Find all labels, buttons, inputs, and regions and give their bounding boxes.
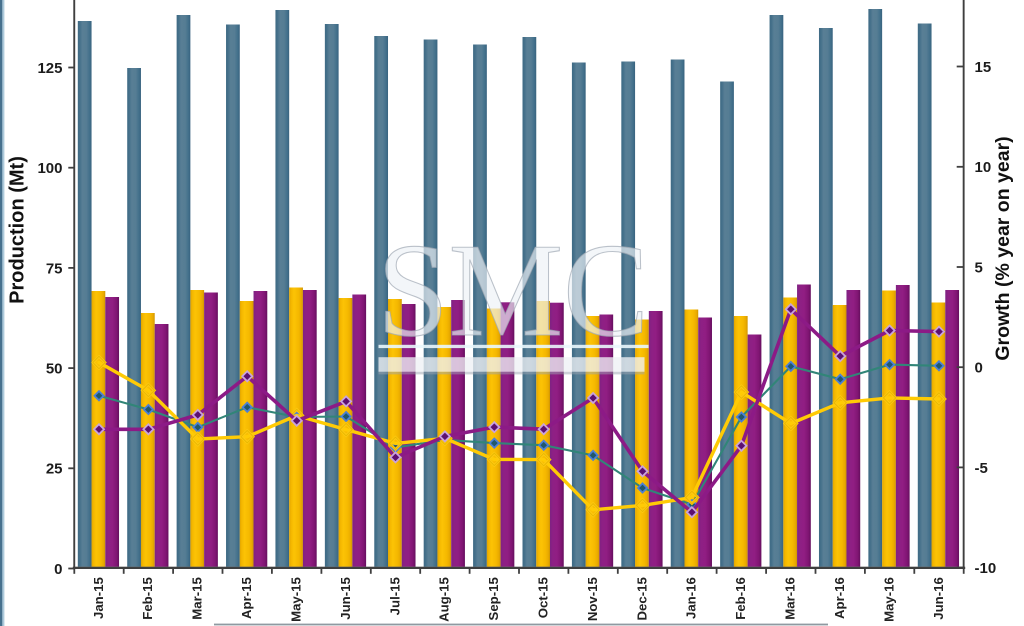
svg-text:15: 15: [975, 59, 992, 76]
svg-text:25: 25: [46, 461, 63, 478]
svg-text:-5: -5: [975, 460, 988, 477]
svg-text:0: 0: [975, 360, 983, 377]
svg-text:Jan-15: Jan-15: [91, 577, 106, 619]
svg-text:May-15: May-15: [289, 577, 304, 622]
svg-text:75: 75: [46, 260, 63, 277]
svg-text:5: 5: [975, 259, 983, 276]
svg-text:Jan-16: Jan-16: [684, 577, 699, 619]
svg-text:Jul-15: Jul-15: [387, 577, 402, 615]
svg-text:Jun-15: Jun-15: [338, 577, 353, 620]
svg-text:Apr-15: Apr-15: [239, 577, 254, 619]
svg-text:Mar-15: Mar-15: [190, 577, 205, 620]
svg-text:Nov-15: Nov-15: [585, 577, 600, 621]
svg-text:Growth (% year on year): Growth (% year on year): [992, 136, 1014, 360]
svg-text:100: 100: [37, 160, 62, 177]
svg-text:Production (Mt): Production (Mt): [7, 156, 29, 304]
svg-text:SMC: SMC: [377, 216, 649, 364]
svg-text:-10: -10: [975, 560, 997, 577]
svg-text:Mar-16: Mar-16: [783, 577, 798, 620]
svg-text:Jun-16: Jun-16: [931, 577, 946, 620]
svg-text:Aug-15: Aug-15: [437, 577, 452, 622]
svg-text:Sep-15: Sep-15: [486, 577, 501, 620]
svg-text:Dec-15: Dec-15: [634, 577, 649, 620]
svg-text:Oct-15: Oct-15: [536, 577, 551, 618]
svg-text:10: 10: [975, 159, 992, 176]
svg-text:Apr-16: Apr-16: [832, 577, 847, 619]
svg-text:125: 125: [37, 60, 62, 77]
svg-text:50: 50: [46, 361, 63, 378]
svg-text:Feb-15: Feb-15: [140, 577, 155, 620]
svg-text:0: 0: [54, 561, 62, 578]
svg-text:May-16: May-16: [881, 577, 896, 622]
svg-text:Feb-16: Feb-16: [733, 577, 748, 620]
